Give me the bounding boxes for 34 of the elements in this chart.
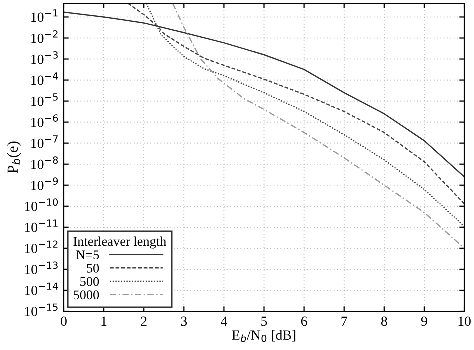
x-axis-title: E$_{b}$/N$_{0}$ [dB]: [232, 330, 296, 342]
legend-title: Interleaver length: [74, 236, 166, 249]
y-tick-label: 10$^{−2}$: [32, 30, 58, 44]
y-tick-label: 10$^{−5}$: [32, 94, 58, 106]
legend-label: 5000: [74, 290, 100, 300]
y-tick-label: 10$^{−6}$: [32, 114, 58, 128]
x-tick-label: 4: [221, 316, 228, 326]
legend-label: N=5: [76, 250, 100, 260]
y-tick-label: 10$^{−4}$: [32, 72, 58, 86]
y-tick-label: 10$^{−8}$: [32, 156, 58, 170]
y-tick-label: 10$^{−10}$: [25, 198, 58, 212]
x-tick-label: 9: [421, 316, 428, 326]
legend-label: 50: [87, 264, 100, 273]
x-tick-label: 8: [381, 316, 388, 326]
x-tick-label: 7: [342, 316, 348, 326]
y-tick-label: 10$^{−3}$: [32, 52, 58, 64]
y-tick-label: 10$^{−12}$: [25, 240, 58, 254]
line-series: [64, 12, 465, 178]
y-tick-label: 10$^{−13}$: [25, 262, 58, 274]
y-tick-label: 10$^{−7}$: [32, 136, 58, 148]
x-tick-label: 10: [458, 316, 471, 326]
x-tick-label: 2: [141, 316, 147, 326]
y-tick-label: 10$^{−9}$: [32, 178, 58, 190]
x-tick-label: 5: [262, 316, 268, 326]
x-tick-label: 6: [301, 316, 308, 326]
y-tick-label: 10$^{−1}$: [32, 10, 58, 22]
x-tick-label: 3: [181, 316, 188, 326]
y-axis-title: P$_{b}$(e): [7, 142, 22, 174]
y-tick-label: 10$^{−11}$: [25, 220, 58, 232]
x-tick-label: 0: [61, 316, 67, 326]
y-tick-label: 10$^{−15}$: [25, 304, 58, 316]
y-tick-label: 10$^{−14}$: [25, 282, 58, 296]
x-tick-label: 1: [102, 316, 107, 326]
legend-label: 500: [80, 277, 100, 286]
